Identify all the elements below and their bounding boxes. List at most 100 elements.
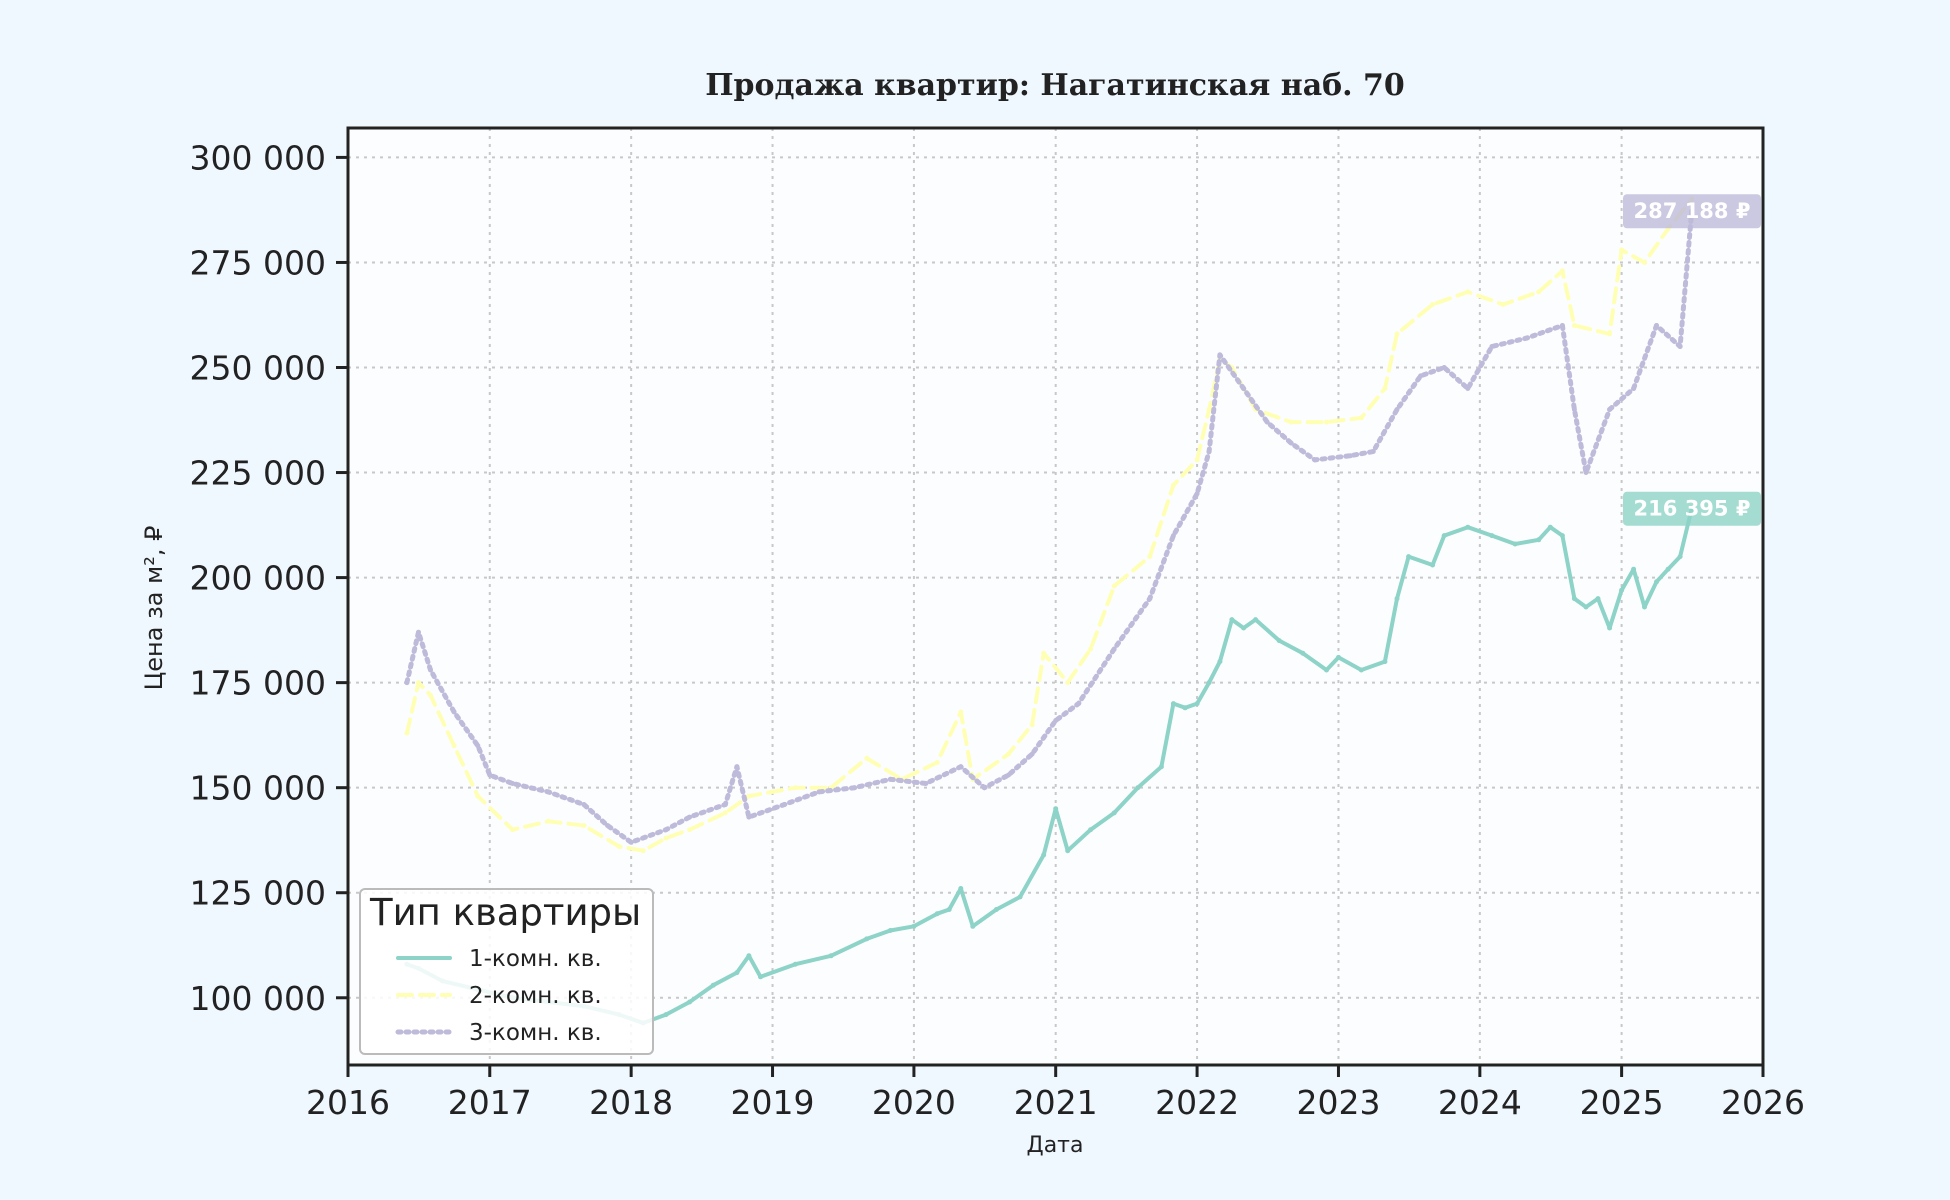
data-point <box>663 827 669 833</box>
data-point <box>1430 562 1436 568</box>
data-point <box>416 629 421 635</box>
data-point <box>746 953 752 959</box>
data-point <box>864 755 870 761</box>
legend-item: 2-комн. кв. <box>396 983 602 1009</box>
x-tick-label: 2021 <box>1014 1083 1098 1122</box>
data-point <box>510 781 516 786</box>
data-point <box>923 781 929 786</box>
data-point <box>1441 533 1447 539</box>
data-point <box>746 793 752 799</box>
data-point <box>663 1012 669 1018</box>
y-tick-label: 250 000 <box>190 349 326 388</box>
data-point <box>1170 701 1176 707</box>
data-point <box>1324 667 1329 673</box>
data-point <box>1524 335 1530 341</box>
data-point <box>1053 806 1059 812</box>
data-point <box>487 772 493 778</box>
data-point <box>1631 566 1637 572</box>
data-point <box>1536 289 1542 295</box>
data-point <box>545 818 551 824</box>
data-point <box>1182 705 1188 711</box>
data-point <box>816 789 822 795</box>
data-point <box>758 974 763 980</box>
data-point <box>1241 625 1247 631</box>
data-point <box>958 886 964 891</box>
data-point <box>1147 554 1153 560</box>
data-point <box>1312 457 1318 463</box>
data-point <box>792 961 798 967</box>
data-point <box>1536 537 1542 543</box>
value-annotation: 287 188 ₽ <box>1623 194 1761 229</box>
data-point <box>1489 344 1495 349</box>
legend-label: 1-комн. кв. <box>469 946 602 972</box>
data-point <box>1135 785 1141 791</box>
data-point <box>510 827 516 833</box>
data-point <box>1206 407 1212 412</box>
legend: Тип квартиры 1-комн. кв. 2-комн. кв. 3-ком… <box>359 888 654 1055</box>
data-point <box>1088 827 1094 833</box>
data-point <box>1229 617 1235 623</box>
data-point <box>581 823 587 828</box>
data-point <box>746 814 752 820</box>
data-point <box>1571 596 1577 602</box>
data-point <box>1631 386 1637 391</box>
chart-title: Продажа квартир: Нагатинская наб. 70 <box>705 68 1405 103</box>
data-point <box>1394 596 1400 602</box>
data-point <box>1607 331 1613 337</box>
y-tick-label: 200 000 <box>190 559 326 598</box>
data-point <box>1170 482 1176 488</box>
data-point <box>1665 566 1671 572</box>
data-point <box>1465 289 1471 295</box>
data-point <box>1053 718 1059 723</box>
x-tick-label: 2026 <box>1721 1083 1805 1122</box>
data-point <box>640 848 646 854</box>
data-point <box>970 923 976 929</box>
data-point <box>605 823 610 828</box>
data-point <box>852 785 858 791</box>
data-point <box>616 844 622 849</box>
data-point <box>1324 419 1329 425</box>
data-point <box>1264 419 1270 425</box>
x-tick-label: 2018 <box>589 1083 673 1122</box>
data-point <box>1111 646 1117 652</box>
y-tick-label: 225 000 <box>190 454 326 493</box>
data-point <box>1394 407 1400 412</box>
legend-box <box>359 888 654 1055</box>
series-line <box>404 197 1694 853</box>
data-point <box>1111 583 1117 589</box>
legend-item: 3-комн. кв. <box>395 1020 602 1046</box>
x-tick-label: 2016 <box>306 1083 390 1122</box>
data-point <box>1571 407 1577 412</box>
data-point <box>1677 344 1683 349</box>
data-point <box>722 810 728 816</box>
data-point <box>1430 302 1436 307</box>
data-point <box>1111 810 1117 816</box>
data-point <box>687 999 693 1005</box>
annotation-label: 216 395 ₽ <box>1634 497 1751 521</box>
y-tick-label: 100 000 <box>190 979 326 1018</box>
data-point <box>1418 373 1424 379</box>
x-axis-label: Дата <box>1027 1133 1084 1158</box>
data-point <box>687 827 693 833</box>
x-tick-label: 2022 <box>1155 1083 1239 1122</box>
data-point <box>404 730 410 736</box>
data-point <box>864 936 870 942</box>
data-point <box>663 835 669 841</box>
data-point <box>451 709 457 715</box>
data-point <box>993 907 999 912</box>
data-point <box>1583 470 1589 475</box>
data-point <box>1406 554 1412 560</box>
x-tick-label: 2025 <box>1580 1083 1664 1122</box>
data-point <box>734 970 740 976</box>
data-point <box>1465 524 1471 530</box>
data-point <box>1029 751 1035 757</box>
data-point <box>1005 751 1011 757</box>
data-point <box>428 692 433 698</box>
data-point <box>1065 848 1071 854</box>
y-axis-label: Цена за м², ₽ <box>140 526 168 691</box>
data-point <box>1300 650 1306 656</box>
data-point <box>1489 533 1495 539</box>
data-point <box>734 764 740 770</box>
annotations: 287 188 ₽ 216 395 ₽ <box>1623 194 1761 526</box>
